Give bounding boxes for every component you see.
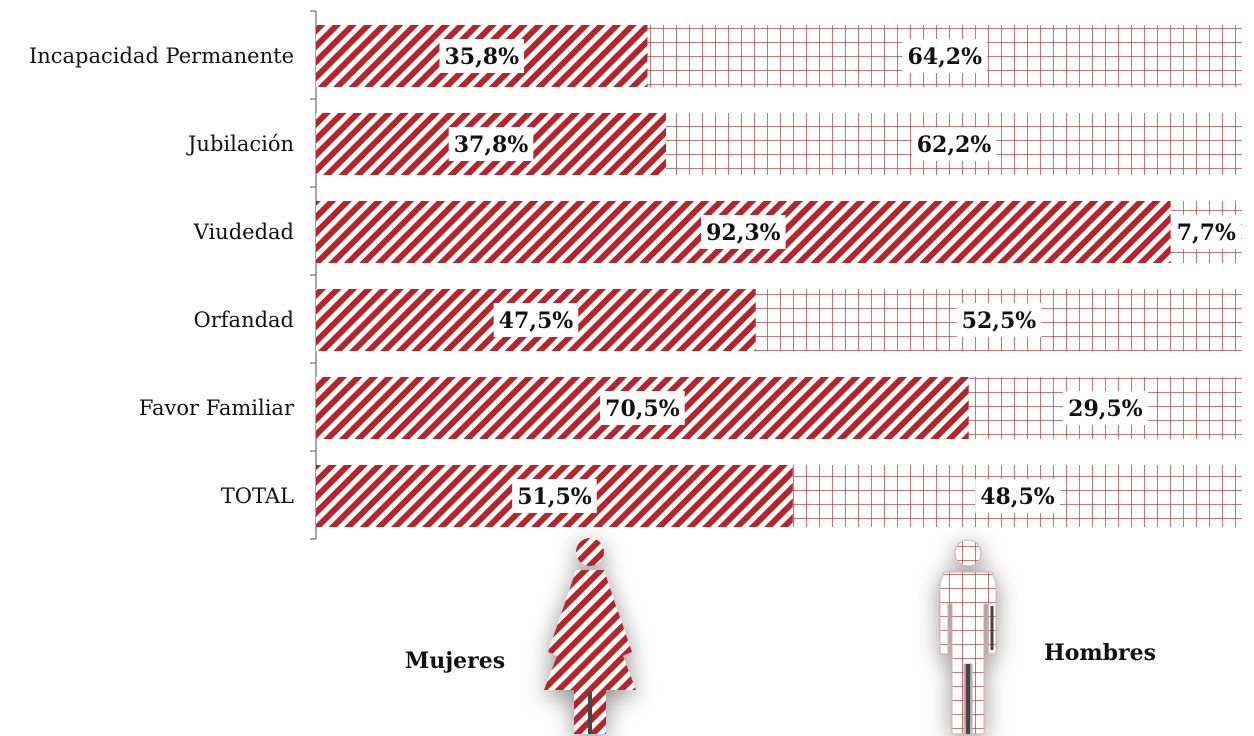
legend-hombres: Hombres (939, 539, 1156, 735)
data-label-mujeres-bg (493, 303, 579, 337)
data-label-mujeres-group: 35,8% (439, 39, 525, 73)
category-label: Incapacidad Permanente (29, 44, 294, 68)
data-label-hombres: 48,5% (980, 484, 1055, 510)
data-label-hombres-bg (975, 479, 1060, 513)
category-label: TOTAL (221, 484, 294, 508)
data-label-hombres: 7,7% (1177, 220, 1236, 246)
category-axis: Incapacidad Permanente Jubilación Viudedad… (29, 10, 317, 540)
data-label-hombres: 52,5% (962, 308, 1037, 334)
data-label-mujeres-group: 47,5% (493, 303, 579, 337)
data-label-mujeres-group: 37,8% (448, 127, 534, 161)
data-label-hombres-group: 52,5% (956, 303, 1042, 337)
data-label-hombres-bg (902, 39, 988, 73)
legend-label-mujeres: Mujeres (405, 648, 505, 674)
data-label-mujeres-bg (512, 479, 597, 513)
category-label: Jubilación (186, 132, 294, 156)
data-label-hombres-group: 62,2% (911, 127, 997, 161)
man-figure-icon (939, 539, 997, 735)
data-label-mujeres-bg (600, 391, 685, 425)
data-label-mujeres: 35,8% (445, 44, 520, 70)
data-label-mujeres-bg (701, 215, 786, 249)
data-label-hombres: 62,2% (917, 132, 992, 158)
data-label-mujeres-group: 70,5% (600, 391, 685, 425)
data-label-mujeres: 51,5% (517, 484, 592, 510)
bars: 35,8% 64,2% 37,8% 62,2% 92,3% 7,7% 47,5% 52,5% 7… (316, 25, 1242, 527)
data-label-mujeres-group: 92,3% (701, 215, 786, 249)
data-label-mujeres-bg (448, 127, 534, 161)
data-label-mujeres: 70,5% (605, 396, 680, 422)
legend-label-hombres: Hombres (1044, 640, 1156, 666)
data-label-hombres-bg (911, 127, 997, 161)
data-label-mujeres: 47,5% (499, 308, 574, 334)
data-label-hombres-bg (956, 303, 1042, 337)
data-label-mujeres-group: 51,5% (512, 479, 597, 513)
legend-mujeres: Mujeres (405, 538, 636, 734)
woman-figure-icon (544, 538, 636, 734)
data-label-hombres-group: 48,5% (975, 479, 1060, 513)
category-label: Favor Familiar (139, 396, 295, 420)
data-label-mujeres: 37,8% (454, 132, 529, 158)
data-label-hombres: 64,2% (908, 44, 983, 70)
data-label-hombres-group: 7,7% (1171, 215, 1241, 249)
data-label-hombres-group: 64,2% (902, 39, 988, 73)
data-label-mujeres-bg (439, 39, 525, 73)
data-label-mujeres: 92,3% (706, 220, 781, 246)
data-label-hombres-bg (1063, 391, 1148, 425)
data-label-hombres-group: 29,5% (1063, 391, 1148, 425)
data-label-hombres: 29,5% (1068, 396, 1143, 422)
category-label: Viudedad (193, 220, 294, 244)
category-label: Orfandad (194, 308, 294, 332)
data-label-hombres-bg (1171, 215, 1241, 249)
